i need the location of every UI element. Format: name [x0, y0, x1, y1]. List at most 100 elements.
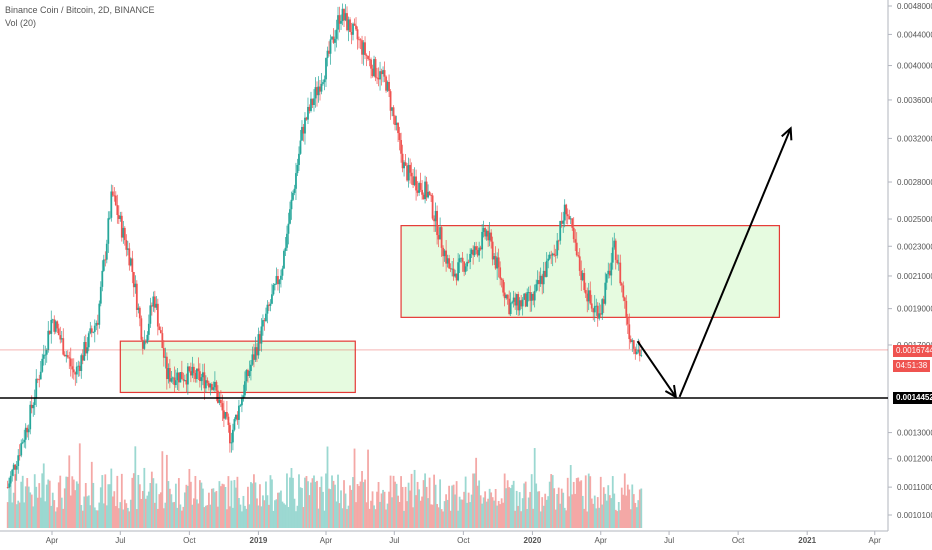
candle-body [177, 372, 180, 383]
volume-bar [589, 476, 592, 528]
volume-bar [24, 486, 27, 528]
volume-bar [520, 511, 523, 528]
volume-bar [256, 498, 258, 528]
candle-body [389, 91, 392, 111]
candle-body [215, 381, 218, 391]
candle-body [77, 365, 80, 367]
candle-body [409, 164, 411, 173]
candle-body [295, 173, 297, 189]
candle-body [532, 293, 535, 301]
volume-bar [427, 498, 429, 528]
volume-bar [503, 473, 506, 528]
volume-bar [274, 500, 276, 528]
volume-bar [428, 477, 431, 528]
volume-bar [628, 489, 631, 528]
volume-bar [6, 502, 9, 528]
volume-bar [286, 473, 288, 528]
candle-body [560, 221, 563, 224]
volume-bar [488, 488, 491, 528]
y-tick-label: 0.0032000 [897, 134, 932, 143]
volume-bar [532, 508, 535, 528]
volume-bar [165, 454, 168, 528]
volume-bar [57, 482, 60, 528]
volume-bar [155, 483, 158, 528]
candle-body [406, 165, 408, 181]
candle-body [147, 323, 150, 335]
volume-bar [368, 508, 371, 528]
candle-body [365, 54, 368, 56]
candle-body [307, 106, 309, 120]
volume-bar [278, 492, 281, 528]
volume-bar [250, 482, 252, 528]
candle-body [640, 355, 643, 356]
volume-bar [131, 477, 134, 528]
x-tick-label: 2020 [524, 536, 542, 545]
volume-bar [150, 471, 153, 528]
candle-body [304, 117, 306, 134]
candle-body [244, 381, 246, 396]
candle-body [268, 304, 270, 306]
candle-body [590, 303, 593, 309]
volume-bar [86, 496, 89, 528]
candle-body [236, 414, 239, 420]
volume-bar [424, 473, 426, 528]
candle-body [341, 8, 344, 22]
volume-bar [48, 480, 51, 528]
volume-bar [563, 507, 566, 528]
volume-bar [449, 510, 452, 528]
support-level-tag: 0.0014452 [893, 392, 932, 404]
candle-body [108, 217, 111, 219]
candle-body [119, 215, 122, 219]
volume-bar [389, 475, 392, 528]
candle-body [496, 257, 499, 269]
volume-bar [416, 481, 419, 528]
candle-body [361, 40, 363, 55]
candle-body [608, 270, 611, 276]
candle-body [626, 317, 629, 325]
volume-bar [631, 484, 634, 528]
candle-body [260, 326, 263, 344]
y-tick-label: 0.0010100 [897, 511, 932, 520]
volume-bar [500, 498, 503, 528]
candle-body [467, 261, 470, 263]
candle-body [539, 275, 542, 284]
candle-body [452, 268, 455, 277]
volume-bar [290, 468, 293, 528]
candle-body [179, 372, 182, 383]
candle-body [235, 414, 237, 420]
candle-body [488, 232, 491, 241]
candle-body [631, 340, 634, 343]
candle-body [568, 216, 571, 220]
legend-volume[interactable]: Vol (20) [5, 18, 37, 28]
candle-body [141, 339, 144, 349]
volume-bar [218, 481, 221, 528]
candle-body [479, 247, 482, 250]
volume-bar [335, 501, 338, 528]
candle-body [81, 355, 84, 361]
candle-body [629, 339, 632, 343]
volume-bar [431, 504, 434, 528]
candle-body [380, 71, 383, 75]
candle-body [329, 39, 332, 54]
volume-bar [33, 474, 36, 528]
candle-body [186, 366, 189, 385]
candle-body [320, 83, 323, 92]
candle-body [305, 117, 308, 120]
legend-symbol[interactable]: Binance Coin / Bitcoin, 2D, BINANCE [5, 5, 155, 15]
volume-bar [361, 471, 363, 528]
volume-bar [350, 489, 353, 528]
volume-bar [370, 500, 372, 528]
volume-bar [490, 492, 493, 528]
volume-bar [322, 491, 324, 528]
candle-body [284, 247, 287, 251]
volume-bar [307, 481, 309, 528]
volume-bar [539, 511, 542, 528]
volume-bar [398, 501, 401, 528]
volume-bar [192, 498, 195, 528]
volume-bar [92, 482, 95, 528]
volume-bar [578, 481, 581, 528]
volume-bar [626, 484, 629, 528]
volume-bar [195, 499, 198, 528]
volume-bar [466, 502, 469, 528]
